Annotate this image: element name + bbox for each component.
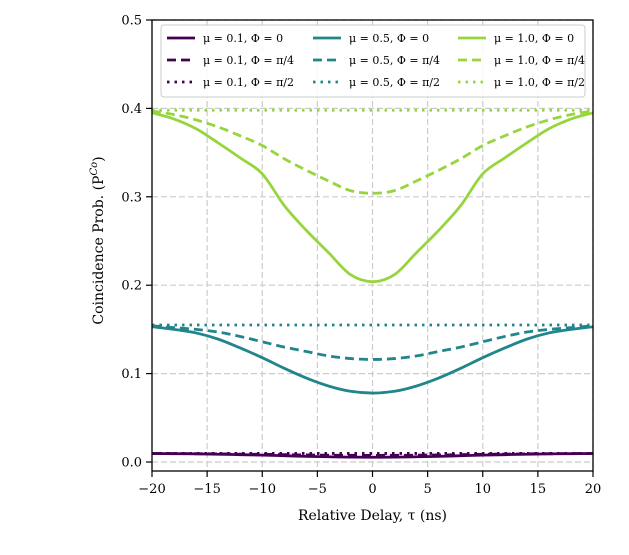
x-tick-label: −5 — [308, 482, 327, 497]
y-axis-label: Coincidence Prob. (PCo) — [89, 156, 107, 324]
series-group — [152, 108, 593, 459]
x-axis-label: Relative Delay, τ (ns) — [298, 508, 447, 524]
series-line--0-5-0 — [152, 325, 593, 395]
legend-label: μ = 0.1, Φ = π/2 — [203, 76, 294, 89]
y-tick-label: 0.0 — [121, 456, 142, 471]
y-tick-label: 0.3 — [121, 190, 142, 205]
x-tick-label: 10 — [474, 482, 491, 497]
legend: μ = 0.1, Φ = 0 μ = 0.1, Φ = π/4 μ = 0.1, Φ… — [160, 24, 586, 98]
x-tick-label: 15 — [530, 482, 547, 497]
x-tick-label: −15 — [193, 482, 220, 497]
legend-label: μ = 1.0, Φ = π/4 — [494, 54, 585, 67]
y-axis-label-main: Coincidence Prob. (P — [91, 176, 107, 325]
y-tick-label: 0.2 — [121, 279, 142, 294]
legend-box — [160, 24, 586, 98]
series-line--1-0-0 — [152, 111, 593, 284]
legend-label: μ = 0.1, Φ = 0 — [203, 32, 283, 45]
axis-ticks: −20 −15 −10 −5 0 5 10 15 20 0.0 0.1 0.2 0.3 0.4 0.5 — [121, 14, 601, 498]
series-line--1-0-4 — [152, 109, 593, 195]
x-tick-label: −20 — [138, 482, 165, 497]
legend-label: μ = 0.5, Φ = 0 — [349, 32, 429, 45]
x-tick-label: −10 — [249, 482, 276, 497]
y-axis-label-close: ) — [91, 156, 107, 161]
y-axis-label-superscript: Co — [89, 162, 100, 176]
legend-label: μ = 0.5, Φ = π/2 — [349, 76, 440, 89]
y-tick-label: 0.5 — [121, 14, 142, 29]
x-tick-label: 5 — [423, 482, 431, 497]
series-lines — [152, 108, 593, 459]
series-line--0-5-4 — [152, 324, 593, 361]
y-tick-label: 0.4 — [121, 102, 142, 117]
legend-label: μ = 1.0, Φ = π/2 — [494, 76, 585, 89]
x-tick-label: 0 — [368, 482, 376, 497]
y-tick-label: 0.1 — [121, 367, 142, 382]
legend-label: μ = 1.0, Φ = 0 — [494, 32, 574, 45]
x-tick-label: 20 — [585, 482, 602, 497]
legend-label: μ = 0.5, Φ = π/4 — [349, 54, 440, 67]
legend-label: μ = 0.1, Φ = π/4 — [203, 54, 294, 67]
